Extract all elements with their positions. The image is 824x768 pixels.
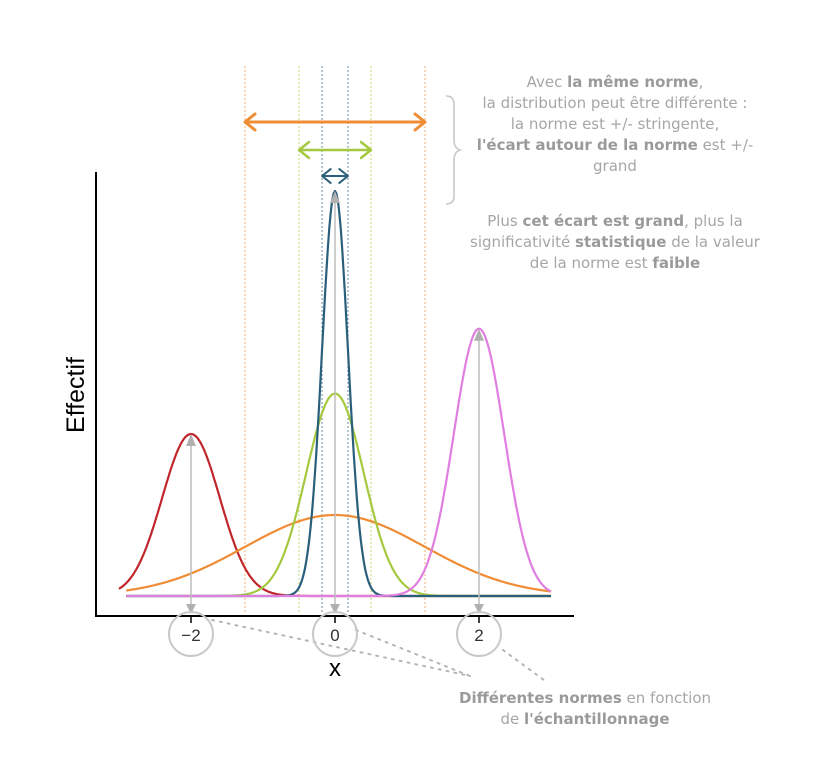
x-tick-label: −2: [181, 626, 200, 645]
annot-top-line-2: la distribution peut être différente :: [482, 94, 748, 112]
sampling-annotation: Différentes normes en fonction de l'écha…: [440, 688, 730, 730]
distribution-curve-1: [126, 513, 552, 593]
mean-marker-head: [186, 434, 196, 446]
distribution-annotation: Avec la même norme, la distribution peut…: [445, 72, 785, 177]
x-tick-circle: [168, 611, 214, 657]
annot-top-line-1: Avec la même norme,: [526, 73, 704, 91]
mean-marker-foot: [330, 604, 340, 614]
annot-mid-line-1: Plus cet écart est grand, plus la: [487, 212, 743, 230]
norm-markers: [186, 191, 484, 614]
x-tick-circle: [312, 611, 358, 657]
spread-arrow-1: [297, 140, 373, 160]
x-tick-label: 0: [330, 626, 339, 645]
spread-arrow-0: [243, 112, 427, 132]
mean-marker-head: [474, 328, 484, 341]
annot-bottom-line-2: de l'échantillonnage: [500, 710, 670, 728]
mean-marker-foot: [474, 604, 484, 614]
annot-top-line-3: la norme est +/- stringente,: [510, 115, 720, 133]
annotation-brace: [445, 95, 463, 205]
x-tick-circle: [456, 611, 502, 657]
annot-top-line-4: l'écart autour de la norme est +/-: [476, 136, 754, 154]
spread-arrows: [243, 112, 427, 184]
x-ticks: −2 0 2: [168, 611, 502, 657]
distribution-curve-2: [126, 392, 551, 598]
x-axis-title: x: [329, 655, 341, 682]
annot-bottom-line-1: Différentes normes en fonction: [459, 689, 711, 707]
x-tick-label: 2: [474, 626, 483, 645]
bottom-annotation-leaders: [211, 619, 549, 684]
distribution-curve-4: [126, 327, 552, 598]
mean-marker-foot: [186, 604, 196, 614]
y-axis-title: Effectif: [62, 357, 90, 433]
mean-marker-head: [330, 191, 340, 203]
annot-mid-line-2: significativité statistique de la valeur: [470, 233, 760, 251]
spread-arrow-2: [321, 168, 349, 184]
annot-top-line-5: grand: [593, 157, 637, 175]
annot-mid-line-3: de la norme est faible: [529, 254, 701, 272]
significance-annotation: Plus cet écart est grand, plus la signif…: [445, 211, 785, 274]
